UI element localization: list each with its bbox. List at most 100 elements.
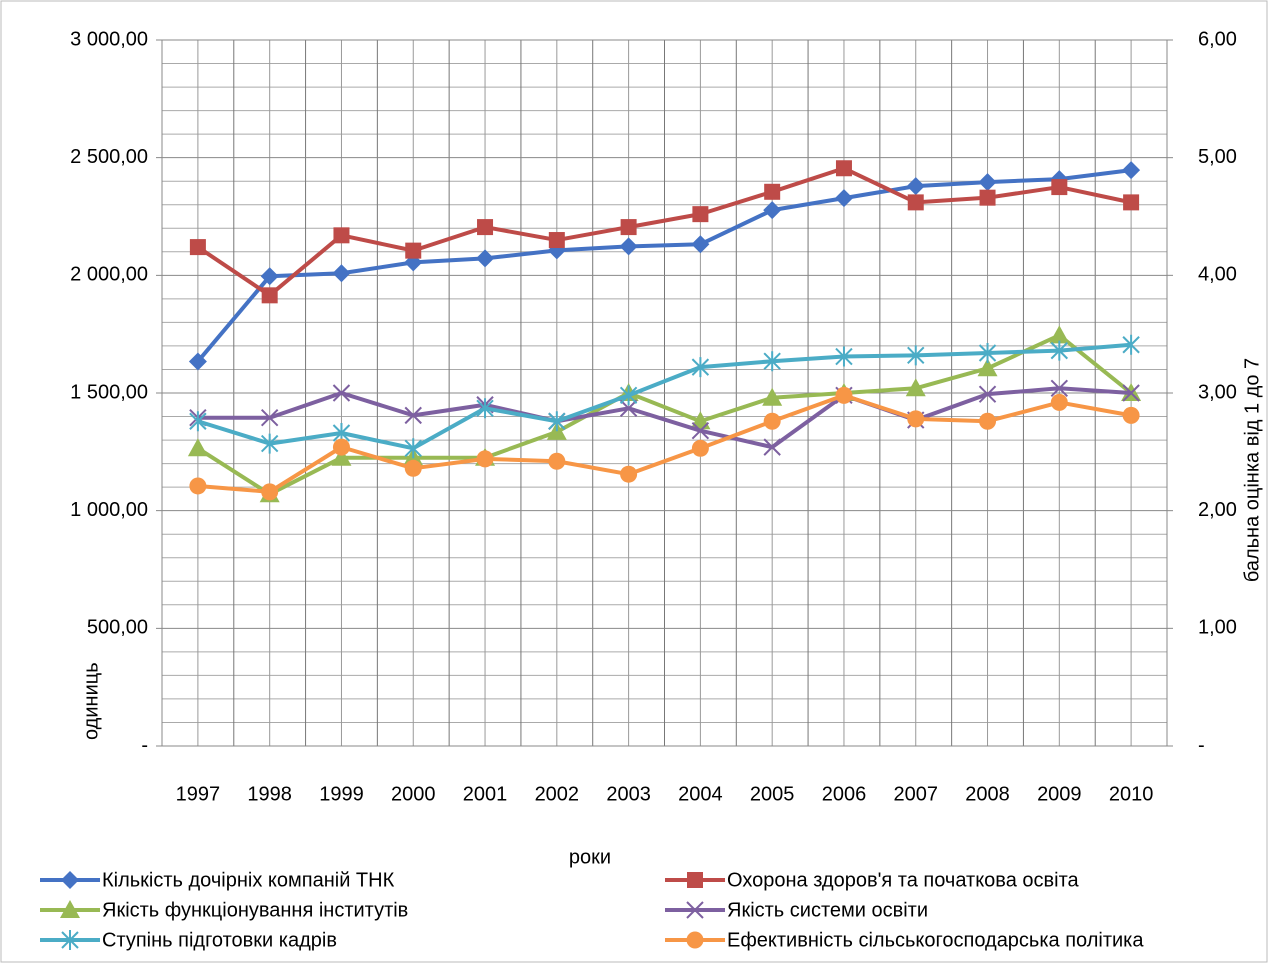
marker [332, 438, 350, 456]
marker [907, 194, 924, 211]
x-tick-label: 2004 [678, 783, 723, 805]
marker [691, 235, 710, 254]
marker [692, 206, 709, 223]
marker [905, 378, 926, 397]
marker [834, 189, 853, 208]
series [189, 386, 1140, 501]
y-tick-label: - [141, 734, 148, 756]
marker [261, 287, 278, 304]
x-tick-label: 1999 [319, 783, 364, 805]
x-tick-label: 1997 [176, 783, 221, 805]
legend-marker [686, 901, 704, 919]
marker [907, 345, 925, 366]
x-tick-label: 2003 [606, 783, 651, 805]
marker [260, 409, 279, 427]
marker [1049, 325, 1070, 344]
series-line [197, 393, 1132, 494]
marker [548, 232, 565, 249]
marker [260, 433, 279, 454]
marker [763, 438, 781, 456]
marker [1051, 179, 1068, 196]
marker [477, 219, 494, 236]
marker [333, 227, 350, 244]
marker [260, 267, 279, 286]
marker [1122, 384, 1140, 402]
series-line [196, 333, 1133, 497]
legend-label: Якість системи освіти [727, 899, 928, 921]
y-tick-label: 2 500,00 [70, 146, 148, 168]
marker [1122, 406, 1140, 424]
legend-label: Охорона здоров'я та початкова освіта [727, 869, 1079, 891]
marker [691, 421, 710, 440]
marker [1050, 379, 1069, 398]
marker [1123, 194, 1140, 211]
marker [620, 465, 638, 483]
marker [1050, 393, 1068, 411]
x-tick-label: 2009 [1037, 783, 1082, 805]
marker [189, 239, 206, 256]
y2-tick-label: - [1198, 734, 1205, 756]
legend-marker [60, 900, 80, 918]
y2-tick-label: 5,00 [1198, 146, 1237, 168]
marker [404, 459, 422, 477]
marker [476, 398, 494, 419]
x-tick-label: 1998 [247, 783, 292, 805]
y-tick-label: 2 000,00 [70, 264, 148, 286]
marker [187, 438, 208, 457]
y2-tick-label: 1,00 [1198, 617, 1237, 639]
x-tick-label: 2002 [535, 783, 580, 805]
legend-label: Ступінь підготовки кадрів [102, 929, 337, 951]
series [189, 334, 1140, 459]
x-axis-title: роки [569, 846, 611, 868]
marker [835, 160, 852, 177]
marker [763, 351, 781, 372]
marker [907, 410, 925, 428]
marker [548, 411, 566, 432]
marker [404, 438, 422, 459]
marker [978, 385, 997, 403]
marker [619, 385, 638, 406]
series-line [197, 342, 1132, 451]
marker [1050, 340, 1069, 361]
x-tick-label: 2008 [965, 783, 1010, 805]
marker [619, 237, 638, 256]
legend-label: Якість функціонування інститутів [102, 899, 408, 921]
series-line [196, 168, 1132, 363]
marker [188, 352, 207, 371]
marker [691, 357, 710, 378]
marker [476, 450, 494, 468]
marker [548, 452, 566, 470]
marker [906, 177, 925, 196]
marker [835, 346, 853, 367]
marker [763, 412, 781, 430]
series-line [197, 386, 1132, 450]
marker [1122, 334, 1140, 355]
marker [619, 399, 638, 418]
legend-label: Кількість дочірніх компаній ТНК [102, 869, 395, 891]
y2-tick-label: 4,00 [1198, 264, 1237, 286]
legend-marker [686, 931, 704, 949]
y-tick-label: 1 500,00 [70, 381, 148, 403]
marker [405, 242, 422, 259]
y-tick-label: 500,00 [87, 617, 148, 639]
marker [332, 264, 351, 283]
marker [189, 411, 207, 432]
legend-label: Ефективність сільськогосподарська політи… [727, 929, 1144, 951]
x-tick-label: 2007 [894, 783, 939, 805]
x-tick-label: 2000 [391, 783, 436, 805]
marker [332, 384, 351, 402]
x-tick-label: 2001 [463, 783, 508, 805]
y-tick-label: 1 000,00 [70, 499, 148, 521]
y-axis-title: одиниць [80, 662, 102, 740]
marker [979, 412, 997, 430]
marker [763, 201, 782, 220]
marker [764, 183, 781, 200]
y2-axis-title: бальна оцінка від 1 до 7 [1241, 358, 1263, 582]
y-tick-label: 3 000,00 [70, 28, 148, 50]
y2-tick-label: 6,00 [1198, 28, 1237, 50]
marker [762, 387, 783, 406]
series-line [196, 166, 1132, 298]
marker [978, 342, 997, 363]
